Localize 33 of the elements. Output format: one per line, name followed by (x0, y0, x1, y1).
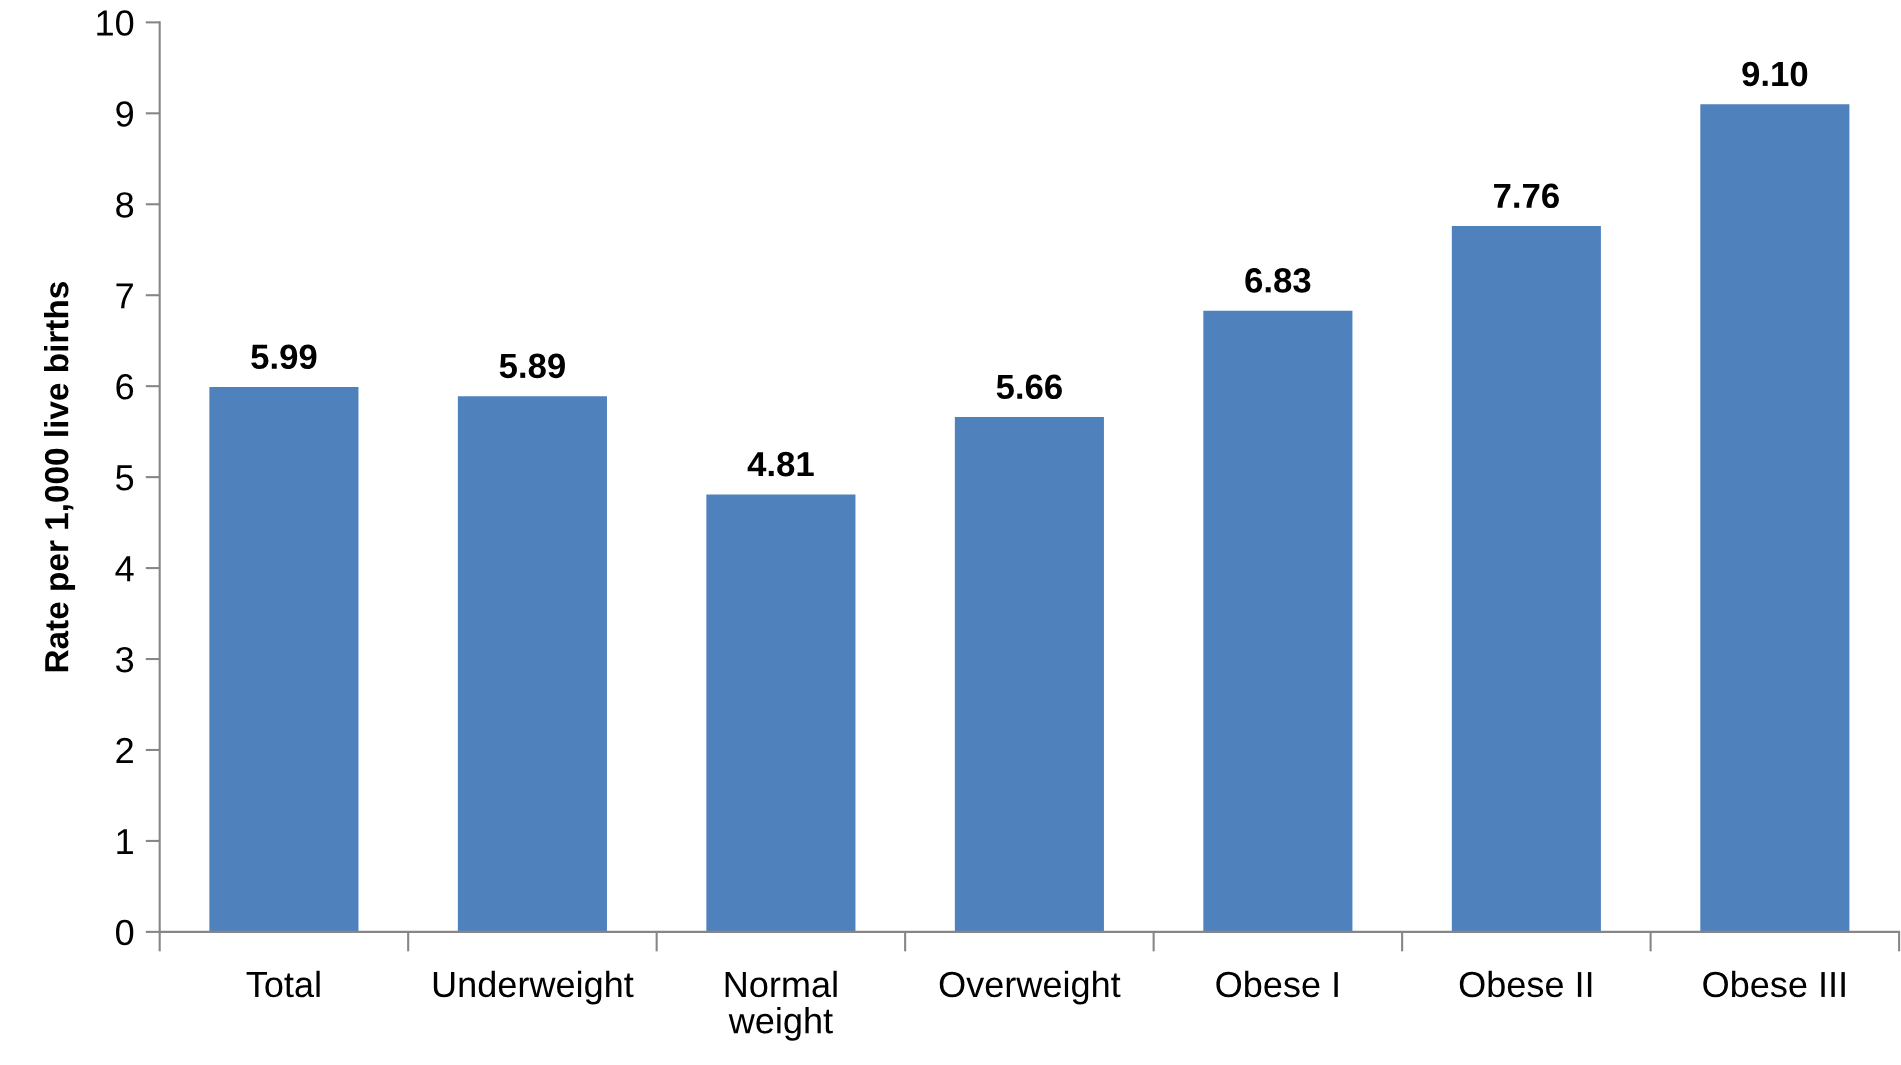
y-tick-label: 2 (116, 737, 133, 764)
x-tick-label: Total (246, 970, 320, 998)
y-tick-label: 7 (116, 283, 133, 309)
data-label: 6.83 (1245, 268, 1311, 293)
y-axis-title: Rate per 1,000 live births (44, 282, 76, 672)
x-tick-label: Obese III (1703, 970, 1845, 998)
x-tick-label: Obese II (1459, 970, 1592, 998)
data-label: 4.81 (747, 451, 814, 477)
bar (1203, 310, 1353, 932)
bar (706, 494, 856, 932)
bar (457, 396, 607, 932)
data-label: 5.99 (251, 344, 317, 370)
bar (1451, 226, 1601, 932)
bar (1700, 104, 1850, 932)
y-tick-label: 5 (116, 465, 134, 491)
y-tick-label: 4 (115, 556, 134, 582)
y-tick-label: 1 (117, 829, 133, 855)
x-tick-label: Normal weight (725, 970, 837, 1041)
y-tick-label: 0 (116, 919, 134, 946)
y-tick-label: 3 (115, 646, 134, 673)
y-tick-label: 6 (116, 374, 134, 400)
bar (954, 417, 1104, 932)
x-tick-label: Obese I (1216, 970, 1338, 998)
x-tick-label: Underweight (433, 970, 634, 1005)
data-label: 5.89 (499, 353, 565, 379)
data-label: 5.66 (996, 374, 1062, 400)
data-label: 9.10 (1742, 61, 1808, 87)
y-tick-label: 10 (97, 10, 134, 36)
x-tick-label: Overweight (939, 970, 1121, 1005)
y-tick-label: 9 (116, 101, 133, 127)
bar (209, 387, 359, 932)
data-label: 7.76 (1494, 183, 1559, 209)
y-tick-label: 8 (116, 192, 134, 218)
